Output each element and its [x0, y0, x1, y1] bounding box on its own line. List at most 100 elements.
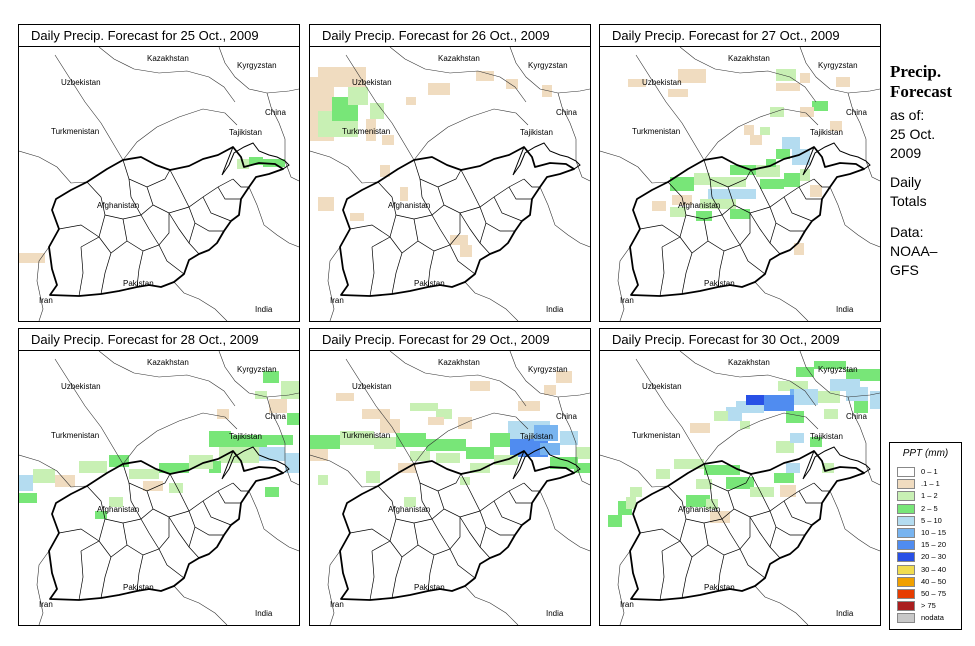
map-label-iran: Iran	[620, 296, 634, 305]
precip-cell	[450, 235, 468, 245]
precip-cell	[189, 455, 213, 469]
precip-cell	[380, 165, 390, 177]
province-border	[523, 482, 540, 492]
precip-cell	[750, 487, 774, 497]
map-label-pakistan: Pakistan	[123, 279, 154, 288]
map-label-pakistan: Pakistan	[704, 279, 735, 288]
map-label-iran: Iran	[39, 296, 53, 305]
country-border	[345, 358, 415, 465]
map-label-uzbekistan: Uzbekistan	[352, 382, 392, 391]
precip-cell	[630, 487, 642, 497]
precip-cell	[818, 391, 840, 403]
legend-item: > 75	[897, 601, 959, 612]
precip-cell	[265, 487, 279, 497]
province-border	[232, 178, 249, 188]
precip-cell	[846, 387, 868, 401]
precip-cell	[814, 361, 846, 369]
country-border	[345, 54, 415, 161]
province-border	[769, 526, 781, 559]
precip-cell	[708, 189, 756, 199]
precip-cell	[169, 483, 183, 493]
country-border	[284, 160, 299, 182]
precip-cell	[714, 411, 728, 421]
precip-cell	[406, 97, 416, 105]
precip-cell	[209, 431, 231, 447]
legend-swatch	[897, 576, 915, 587]
precip-cell	[336, 393, 354, 401]
precip-map: Uzbekistan Kazakhstan Kyrgyzstan China Turkm…	[310, 47, 590, 321]
map-label-kyrgyzstan: Kyrgyzstan	[237, 61, 277, 70]
precip-cell	[760, 179, 784, 189]
precip-cell	[518, 401, 540, 411]
province-border	[395, 508, 445, 524]
precip-cell	[362, 409, 390, 419]
map-label-afghanistan: Afghanistan	[97, 505, 139, 514]
legend-item: 50 – 75	[897, 589, 959, 600]
precip-cell	[870, 391, 880, 409]
map-label-kazakhstan: Kazakhstan	[147, 358, 189, 367]
precip-cell	[794, 389, 818, 405]
province-border	[703, 463, 752, 492]
precip-cell	[19, 475, 33, 491]
map-label-turkmenistan: Turkmenistan	[51, 431, 99, 440]
province-border	[659, 246, 665, 297]
precip-cell	[678, 69, 706, 83]
afghanistan-border	[629, 450, 865, 601]
map-label-india: India	[836, 609, 854, 618]
province-border	[783, 196, 813, 222]
precip-cell	[670, 177, 694, 191]
precip-cell	[696, 211, 712, 221]
map-label-kazakhstan: Kazakhstan	[438, 358, 480, 367]
province-border	[391, 556, 403, 599]
country-border	[310, 150, 379, 184]
legend-item: 30 – 40	[897, 564, 959, 576]
as-of-date: 25 Oct.	[890, 126, 936, 142]
province-border	[721, 518, 741, 550]
province-border	[479, 526, 491, 559]
country-border	[248, 490, 299, 552]
precip-cell	[267, 435, 293, 445]
province-border	[508, 186, 532, 200]
precip-cell	[854, 401, 868, 413]
province-border	[769, 206, 805, 232]
country-border	[829, 490, 880, 552]
province-border	[202, 500, 232, 526]
legend-swatch	[897, 552, 915, 563]
precip-cell	[380, 419, 400, 433]
province-border	[169, 169, 190, 208]
country-border	[865, 160, 880, 182]
map-label-uzbekistan: Uzbekistan	[642, 78, 682, 87]
map-label-afghanistan: Afghanistan	[388, 201, 430, 210]
precip-cell	[628, 79, 646, 87]
province-border	[371, 181, 397, 248]
precip-map: Uzbekistan Kazakhstan Kyrgyzstan China Turkm…	[19, 47, 299, 321]
panel-title: Daily Precip. Forecast for 26 Oct., 2009	[310, 25, 590, 47]
precip-cell	[159, 463, 189, 473]
precip-cell	[436, 409, 452, 419]
precip-cell	[400, 187, 408, 201]
precip-cell	[710, 177, 746, 187]
province-border	[202, 196, 232, 222]
precip-cell	[544, 385, 556, 395]
province-border	[158, 244, 185, 275]
country-border	[703, 108, 819, 161]
map-label-kyrgyzstan: Kyrgyzstan	[528, 365, 568, 374]
country-border	[266, 396, 286, 465]
province-border	[413, 463, 462, 492]
precip-cell	[672, 195, 692, 205]
precip-map: Uzbekistan Kazakhstan Kyrgyzstan China Turkm…	[600, 47, 880, 321]
precip-cell	[263, 371, 279, 383]
map-label-turkmenistan: Turkmenistan	[342, 127, 390, 136]
map-label-iran: Iran	[330, 296, 344, 305]
province-border	[136, 554, 144, 592]
precip-cell	[670, 207, 686, 217]
province-border	[389, 236, 419, 254]
province-border	[459, 516, 481, 548]
precip-cell	[750, 135, 762, 145]
country-border	[36, 246, 50, 321]
data-source-model: GFS	[890, 262, 919, 278]
precip-cell	[800, 107, 814, 117]
precip-cell	[668, 89, 688, 97]
country-border	[122, 412, 238, 465]
legend-item: 20 – 30	[897, 552, 959, 563]
